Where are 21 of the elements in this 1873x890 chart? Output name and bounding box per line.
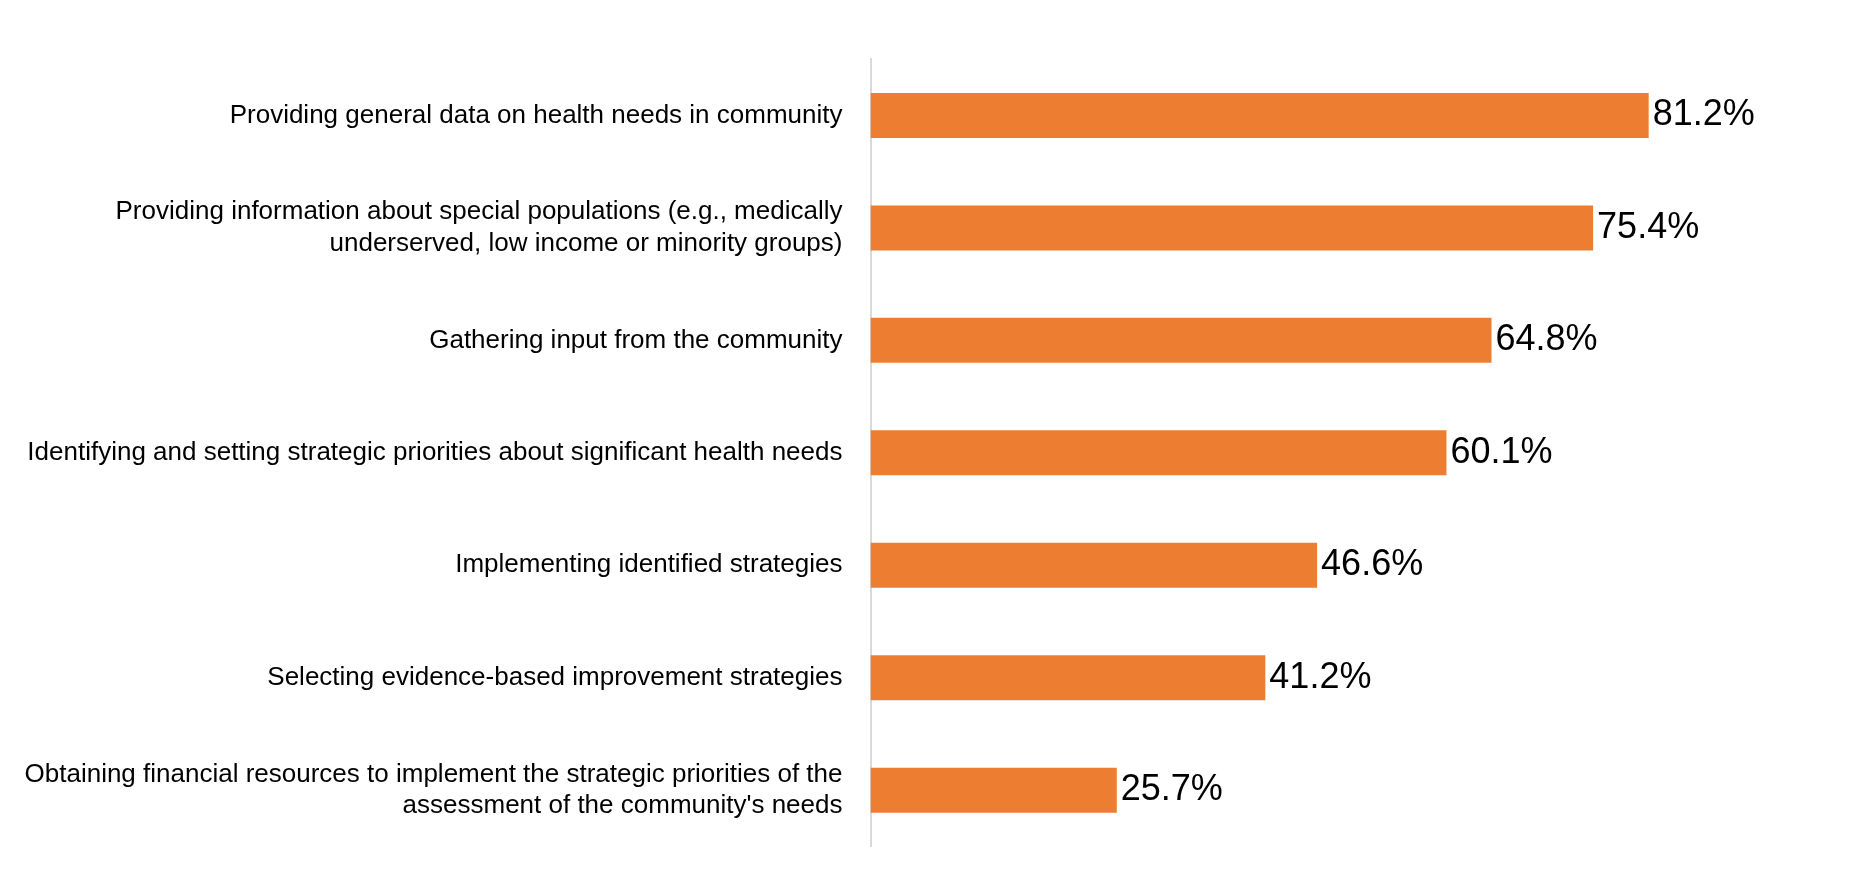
- bar: [870, 205, 1594, 251]
- data-label: 64.8%: [1495, 317, 1598, 359]
- y-tick-label: Providing information about special populations (e.g., medically underserved, low income or minority groups): [115, 195, 843, 257]
- data-label: 46.6%: [1321, 542, 1424, 584]
- bar: [870, 542, 1318, 588]
- y-tick-label: Implementing identified strategies: [455, 548, 843, 579]
- data-label: 60.1%: [1450, 429, 1553, 471]
- data-label: 41.2%: [1269, 654, 1372, 696]
- data-label: 25.7%: [1120, 767, 1223, 809]
- bar: [870, 655, 1266, 701]
- y-tick-label: Gathering input from the community: [429, 323, 843, 354]
- bar: [870, 317, 1492, 363]
- data-label: 81.2%: [1652, 92, 1755, 134]
- bar: [870, 430, 1447, 476]
- data-label: 75.4%: [1597, 204, 1700, 246]
- bar: [870, 767, 1117, 813]
- y-tick-label: Selecting evidence-based improvement strategies: [267, 660, 843, 691]
- y-tick-label: Providing general data on health needs in community: [229, 98, 843, 129]
- bar: [870, 92, 1649, 138]
- y-tick-label: Identifying and setting strategic priorities about significant health needs: [27, 435, 843, 466]
- y-tick-label: Obtaining financial resources to implement the strategic priorities of the assessment of the community's needs: [24, 757, 843, 819]
